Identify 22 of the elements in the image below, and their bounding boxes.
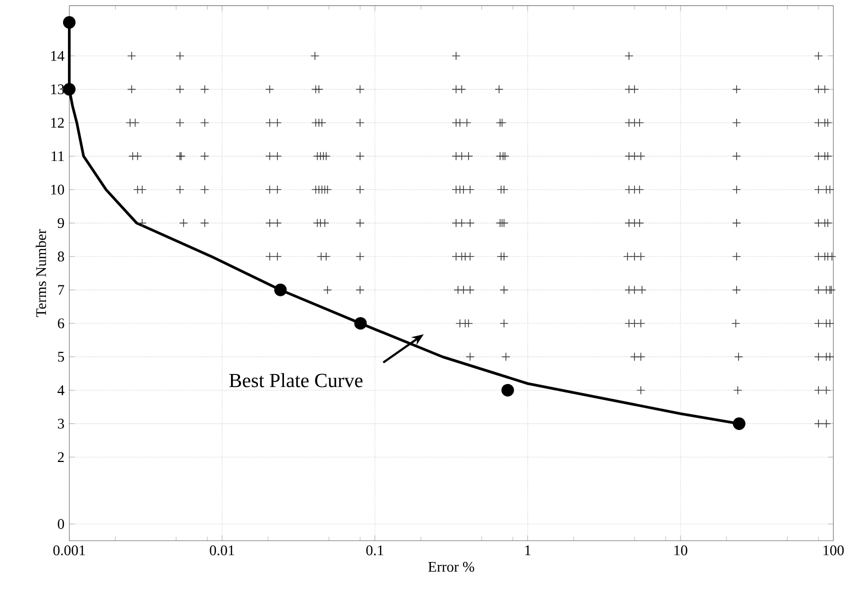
annotation: Best Plate Curve [229, 373, 362, 388]
y-tick-label: 5 [58, 352, 64, 362]
x-tick-label: 0.1 [366, 545, 384, 556]
y-tick-label: 9 [58, 218, 64, 228]
x-tick-label: 0.01 [210, 545, 234, 556]
y-tick-label: 10 [51, 184, 64, 195]
y-tick-label: 8 [58, 252, 64, 262]
y-tick-label: 14 [51, 51, 64, 61]
x-tick-label: 1 [525, 545, 530, 556]
y-tick-label: 12 [51, 118, 64, 128]
y-tick-label: 3 [58, 418, 64, 429]
x-tick-label: 100 [824, 545, 844, 556]
x-tick-label: 0.001 [53, 545, 85, 556]
y-tick-label: 11 [52, 151, 64, 162]
y-tick-label: 4 [58, 385, 64, 396]
y-tick-label: 2 [58, 452, 64, 462]
y-axis-title: Terms Number [36, 229, 46, 318]
y-tick-label: 6 [58, 318, 64, 328]
x-axis-title: Error % [428, 562, 474, 572]
y-tick-label: 0 [58, 519, 64, 529]
y-tick-label: 7 [58, 285, 64, 295]
x-tick-label: 10 [674, 545, 688, 556]
